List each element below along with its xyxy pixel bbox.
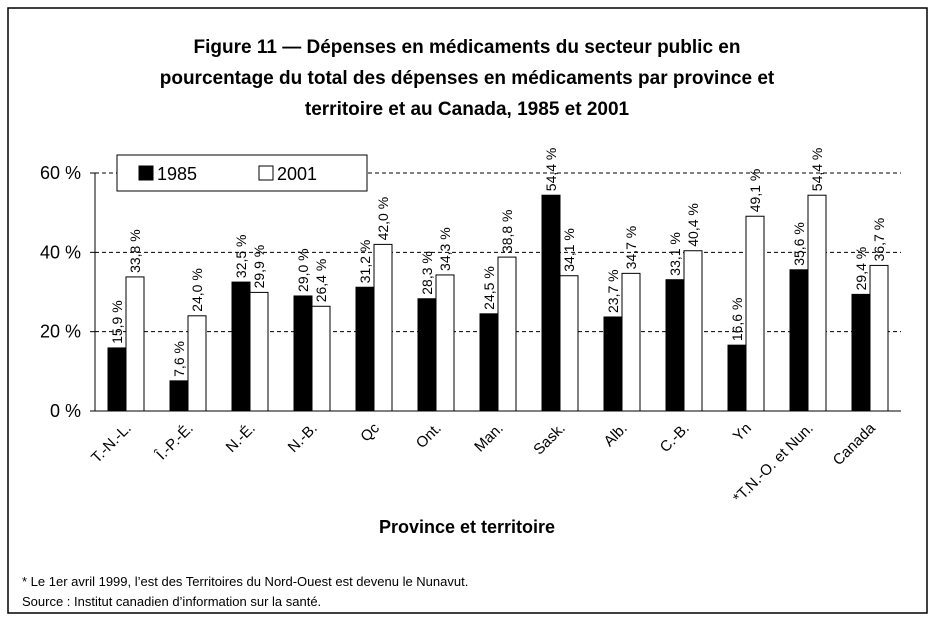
- value-label: 40,4 %: [685, 203, 701, 247]
- value-label: 7,6 %: [171, 341, 187, 377]
- bar: [789, 269, 809, 412]
- value-label: 29,9 %: [251, 245, 267, 289]
- value-label: 23,7 %: [605, 269, 621, 313]
- value-label: 24,0 %: [189, 268, 205, 312]
- legend-swatch: [258, 165, 274, 181]
- bar: [869, 264, 889, 412]
- bar: [125, 276, 145, 412]
- bar: [745, 215, 765, 412]
- bar: [807, 194, 827, 412]
- value-label: 29,4 %: [853, 247, 869, 291]
- value-label: 32,5 %: [233, 234, 249, 278]
- bar: [683, 250, 703, 412]
- value-label: 54,4 %: [809, 148, 825, 192]
- legend-box: [116, 154, 368, 192]
- value-label: 36,7 %: [871, 218, 887, 262]
- chart-title-line: territoire et au Canada, 1985 et 2001: [305, 99, 630, 120]
- x-axis-label: Province et territoire: [379, 517, 555, 537]
- frame: [7, 7, 928, 614]
- value-label: 49,1 %: [747, 169, 763, 213]
- value-label: 33,8 %: [127, 229, 143, 273]
- value-label: 54,4 %: [543, 148, 559, 192]
- source: Source : Institut canadien d’information…: [22, 594, 321, 609]
- value-label: 34,3 %: [437, 227, 453, 271]
- chart-title-line: Figure 11 — Dépenses en médicaments du s…: [194, 37, 741, 58]
- bar: [541, 194, 561, 412]
- bar: [417, 298, 437, 412]
- bar: [373, 243, 393, 412]
- value-label: 24,5 %: [481, 266, 497, 310]
- y-tick-label: 40 %: [40, 242, 81, 262]
- y-tick-label: 60 %: [40, 163, 81, 183]
- legend-label: 2001: [277, 164, 317, 184]
- bar: [187, 315, 207, 412]
- bar: [311, 305, 331, 412]
- legend-swatch: [138, 165, 154, 181]
- bar: [621, 272, 641, 412]
- value-label: 16,6 %: [729, 298, 745, 342]
- value-label: 26,4 %: [313, 259, 329, 303]
- value-label: 38,8 %: [499, 209, 515, 253]
- bar: [293, 295, 313, 412]
- value-label: 35,6 %: [791, 222, 807, 266]
- value-label: 15,9 %: [109, 300, 125, 344]
- value-label: 29,0 %: [295, 248, 311, 292]
- bar: [169, 380, 189, 412]
- value-label: 34,7 %: [623, 226, 639, 270]
- bar: [851, 293, 871, 412]
- legend-label: 1985: [157, 164, 197, 184]
- y-tick-label: 20 %: [40, 322, 81, 342]
- bar: [479, 313, 499, 412]
- bar: [107, 347, 127, 412]
- chart-title-line: pourcentage du total des dépenses en méd…: [160, 68, 775, 89]
- bar: [355, 286, 375, 412]
- bar: [231, 281, 251, 412]
- value-label: 31,2 %: [357, 240, 373, 284]
- value-label: 28,3 %: [419, 251, 435, 295]
- bar: [727, 344, 747, 412]
- bar: [603, 316, 623, 412]
- bar: [497, 256, 517, 412]
- bar: [435, 274, 455, 412]
- bar: [249, 291, 269, 412]
- footnote: * Le 1er avril 1999, l’est des Territoir…: [22, 574, 468, 589]
- value-label: 33,1 %: [667, 232, 683, 276]
- value-label: 42,0 %: [375, 197, 391, 241]
- bar: [665, 279, 685, 412]
- y-tick-label: 0 %: [50, 401, 81, 421]
- value-label: 34,1 %: [561, 228, 577, 272]
- bar: [559, 275, 579, 412]
